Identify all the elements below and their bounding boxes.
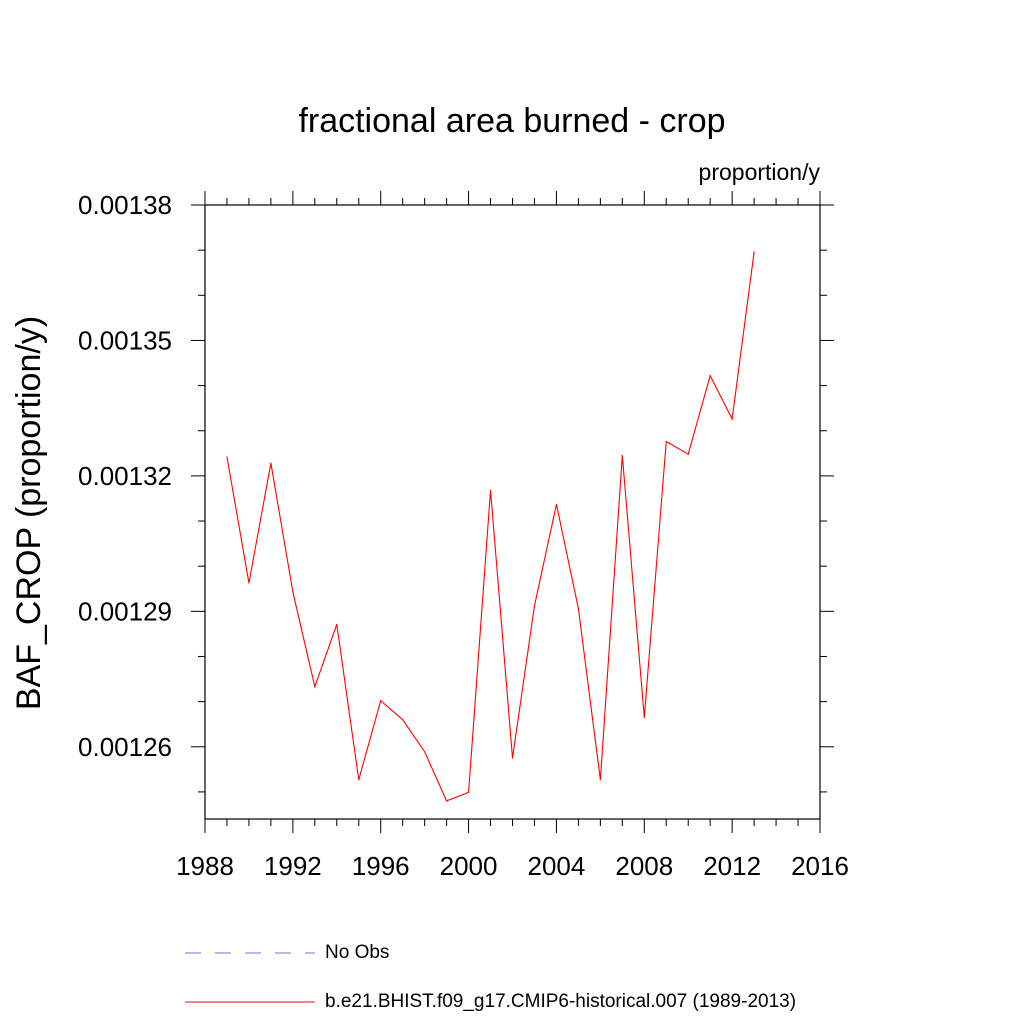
data-point-1992 bbox=[292, 591, 294, 593]
y-axis-title: BAF_CROP (proportion/y) bbox=[10, 316, 48, 710]
units-label: proportion/y bbox=[699, 159, 821, 185]
data-point-2012 bbox=[731, 418, 733, 420]
y-tick-label-4: 0.00138 bbox=[78, 190, 172, 220]
data-point-1991 bbox=[270, 462, 272, 464]
data-point-2008 bbox=[643, 716, 645, 719]
data-point-1989 bbox=[226, 456, 228, 458]
legend-lines bbox=[185, 952, 315, 1003]
x-tick-label-1988: 1988 bbox=[176, 851, 234, 881]
y-tick-label-2: 0.00132 bbox=[78, 461, 172, 491]
x-tick-label-2008: 2008 bbox=[615, 851, 673, 881]
data-point-2006 bbox=[599, 779, 601, 781]
data-point-1995 bbox=[358, 779, 360, 781]
data-point-1994 bbox=[336, 623, 338, 626]
data-point-2001 bbox=[489, 489, 492, 491]
data-point-1997 bbox=[402, 719, 404, 721]
data-point-2010 bbox=[687, 453, 689, 455]
data-point-2004 bbox=[555, 503, 558, 505]
data-point-2005 bbox=[577, 608, 579, 610]
series-line-1 bbox=[226, 251, 755, 802]
chart-title: fractional area burned - crop bbox=[298, 102, 725, 140]
data-point-2009 bbox=[665, 440, 667, 443]
x-tick-label-1996: 1996 bbox=[352, 851, 410, 881]
data-point-2000 bbox=[467, 791, 470, 793]
y-tick-label-0: 0.00126 bbox=[78, 732, 172, 762]
data-point-2011 bbox=[709, 375, 711, 377]
data-point-1993 bbox=[314, 686, 316, 688]
x-tick-label-1992: 1992 bbox=[264, 851, 322, 881]
data-point-1996 bbox=[380, 700, 382, 702]
data-point-2003 bbox=[533, 605, 536, 607]
axis-ticks bbox=[191, 191, 834, 833]
data-point-1990 bbox=[248, 582, 250, 584]
data-point-2013 bbox=[753, 251, 755, 253]
y-tick-label-3: 0.00135 bbox=[78, 325, 172, 355]
data-point-1998 bbox=[424, 751, 426, 753]
x-tick-label-2016: 2016 bbox=[791, 851, 849, 881]
x-tick-label-2004: 2004 bbox=[528, 851, 586, 881]
x-tick-label-2000: 2000 bbox=[440, 851, 498, 881]
data-point-2002 bbox=[511, 757, 514, 759]
plot-frame bbox=[204, 204, 821, 820]
data-series bbox=[226, 251, 755, 802]
y-tick-label-1: 0.00129 bbox=[78, 596, 172, 626]
x-tick-label-2012: 2012 bbox=[703, 851, 761, 881]
data-point-2007 bbox=[621, 454, 623, 457]
axis-tick-labels: 1988 1992 1996 2000 2004 2008 2012 2016 0.00126 0… bbox=[78, 190, 849, 881]
data-point-1999 bbox=[446, 800, 448, 802]
